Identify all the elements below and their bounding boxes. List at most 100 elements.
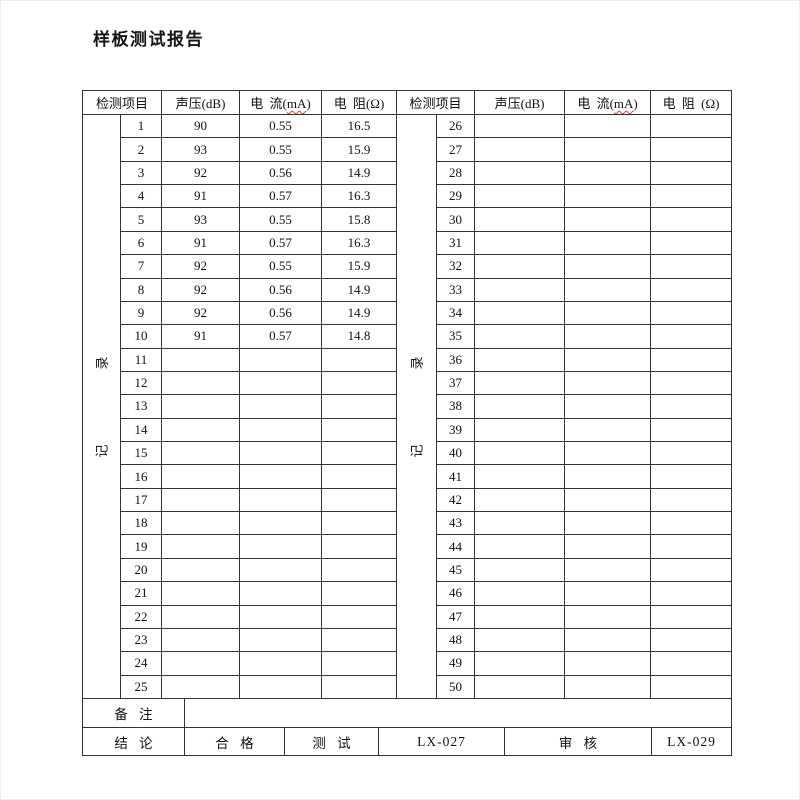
resistance-cell	[321, 394, 398, 419]
sound-pressure-cell	[161, 441, 241, 466]
resistance-cell	[650, 113, 733, 139]
item-number-cell: 32	[436, 254, 476, 279]
item-number-cell: 39	[436, 417, 476, 443]
table-row: 15 40	[83, 441, 733, 466]
resistance-cell	[650, 674, 733, 700]
table-row: 8 92 0.56 14.9 33	[83, 277, 733, 302]
header-current-right: 电 流(mA)	[564, 90, 652, 115]
test-report-table: 检测项目 声压(dB) 电 流(mA) 电 阻(Ω) 检测项目 声压(dB) 电…	[81, 90, 733, 700]
sound-pressure-cell: 92	[161, 300, 241, 326]
resistance-cell	[650, 207, 733, 232]
sound-pressure-cell	[474, 627, 566, 653]
item-number-cell: 28	[436, 160, 476, 186]
resistance-cell	[321, 487, 398, 513]
table-row: 录记 1 90 0.55 16.5 录记 26	[82, 113, 733, 699]
header-current-pre: 电 流(	[250, 96, 287, 111]
item-number-cell: 37	[436, 370, 476, 396]
test-value-cell: LX-027	[378, 727, 505, 756]
item-number-cell: 13	[119, 394, 163, 419]
remark-value-cell	[183, 698, 733, 728]
sound-pressure-cell	[474, 184, 566, 209]
current-cell: 0.56	[239, 300, 323, 326]
current-cell	[564, 534, 652, 559]
item-number-cell: 15	[119, 441, 163, 466]
sound-pressure-cell	[474, 417, 566, 443]
resistance-cell: 16.5	[321, 113, 398, 139]
page-title: 样板测试报告	[93, 30, 204, 49]
resistance-cell	[650, 347, 733, 372]
current-cell	[239, 627, 323, 653]
resistance-cell	[321, 347, 398, 372]
sound-pressure-cell	[474, 160, 566, 186]
sound-pressure-cell	[474, 487, 566, 513]
current-cell	[564, 464, 652, 489]
item-number-cell: 34	[436, 300, 476, 326]
resistance-cell	[650, 487, 733, 513]
item-number-cell: 21	[119, 581, 163, 606]
item-number-cell: 17	[119, 487, 163, 513]
current-cell	[564, 417, 652, 443]
item-number-cell: 23	[119, 627, 163, 653]
item-number-cell: 14	[119, 417, 163, 443]
sound-pressure-cell	[161, 581, 241, 606]
header-item-left: 检测项目	[81, 90, 163, 115]
item-number-cell: 50	[436, 674, 476, 700]
resistance-cell: 14.8	[321, 324, 398, 349]
resistance-cell	[650, 627, 733, 653]
item-number-cell: 41	[436, 464, 476, 489]
table-row: 12 37	[83, 370, 733, 396]
resistance-cell	[650, 464, 733, 489]
current-cell	[564, 487, 652, 513]
remark-row: 备 注	[82, 698, 733, 728]
table-row: 25 50	[83, 674, 733, 700]
sound-pressure-cell	[474, 113, 566, 139]
sound-pressure-cell	[474, 464, 566, 489]
sound-pressure-cell	[474, 581, 566, 606]
current-cell	[239, 464, 323, 489]
item-number-cell: 45	[436, 557, 476, 583]
item-number-cell: 11	[119, 347, 163, 372]
current-cell: 0.55	[239, 137, 323, 162]
resistance-cell	[321, 511, 398, 536]
header-resistance-right: 电 阻 (Ω)	[650, 90, 733, 115]
table-row: 14 39	[83, 417, 733, 443]
report-table-area: 检测项目 声压(dB) 电 流(mA) 电 阻(Ω) 检测项目 声压(dB) 电…	[81, 90, 733, 756]
resistance-cell	[650, 604, 733, 629]
sound-pressure-cell	[474, 230, 566, 256]
resistance-cell	[321, 674, 398, 700]
resistance-cell: 15.9	[321, 254, 398, 279]
conclusion-row: 结 论 合 格 测 试 LX-027 审 核 LX-029	[82, 727, 733, 756]
header-resistance-left: 电 阻(Ω)	[321, 90, 398, 115]
current-cell	[564, 347, 652, 372]
sound-pressure-cell	[161, 651, 241, 676]
header-current-left: 电 流(mA)	[239, 90, 323, 115]
resistance-cell	[650, 277, 733, 302]
table-row: 3 92 0.56 14.9 28	[83, 160, 733, 186]
item-number-cell: 8	[119, 277, 163, 302]
sound-pressure-cell	[161, 464, 241, 489]
item-number-cell: 16	[119, 464, 163, 489]
item-number-cell: 4	[119, 184, 163, 209]
resistance-cell	[321, 464, 398, 489]
current-cell	[239, 511, 323, 536]
current-cell: 0.55	[239, 207, 323, 232]
current-cell	[239, 347, 323, 372]
current-cell	[564, 604, 652, 629]
header-current-pre: 电 流(	[577, 96, 614, 111]
item-number-cell: 36	[436, 347, 476, 372]
item-number-cell: 10	[119, 324, 163, 349]
item-number-cell: 5	[119, 207, 163, 232]
current-cell	[239, 370, 323, 396]
item-number-cell: 22	[119, 604, 163, 629]
resistance-cell: 16.3	[321, 230, 398, 256]
item-number-cell: 49	[436, 651, 476, 676]
item-number-cell: 35	[436, 324, 476, 349]
sound-pressure-cell: 93	[161, 137, 241, 162]
item-number-cell: 31	[436, 230, 476, 256]
review-value-cell: LX-029	[650, 727, 733, 756]
resistance-cell	[650, 230, 733, 256]
resistance-cell	[321, 627, 398, 653]
current-cell	[564, 160, 652, 186]
item-number-cell: 46	[436, 581, 476, 606]
